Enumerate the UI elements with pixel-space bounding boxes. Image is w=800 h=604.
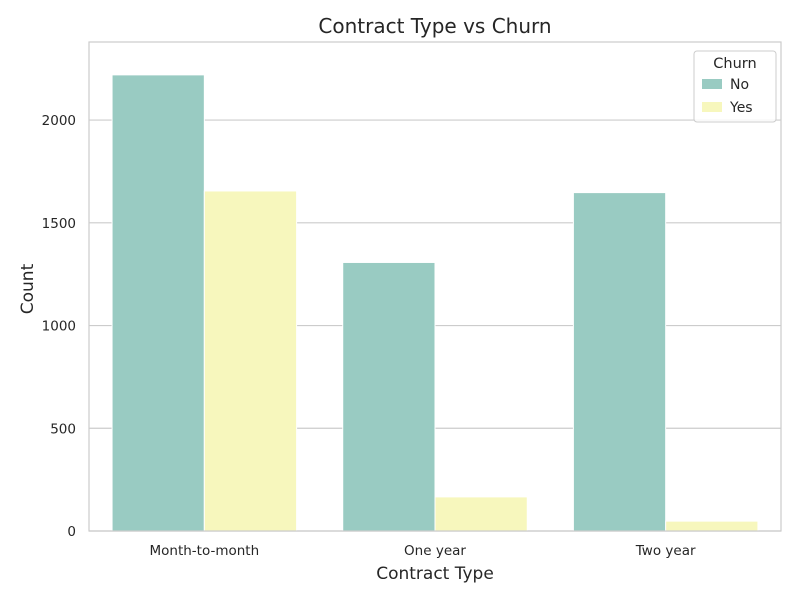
bar-two-year-yes [665,520,759,532]
chart-title: Contract Type vs Churn [318,14,551,38]
legend-swatch-no [702,79,722,89]
legend-label-no: No [730,77,749,93]
x-tick-labels: Month-to-month One year Two year [149,543,695,559]
bar-one-year-yes [434,496,528,532]
x-tick-label-month-to-month: Month-to-month [149,543,259,559]
bar-month-to-month-no [111,74,205,532]
x-axis-label: Contract Type [376,564,494,584]
legend: Churn No Yes [693,50,777,123]
y-tick-label-1000: 1000 [42,319,76,335]
y-tick-labels: 0 500 1000 1500 2000 [42,113,76,540]
legend-title: Churn [713,56,756,72]
legend-swatch-yes [702,102,722,112]
bar-two-year-no [572,192,667,532]
bar-one-year-no [342,261,436,532]
bar-month-to-month-yes [203,190,298,532]
y-tick-label-2000: 2000 [42,113,76,129]
x-tick-label-two-year: Two year [635,543,696,559]
x-tick-label-one-year: One year [404,543,466,559]
y-tick-label-500: 500 [50,421,76,437]
y-axis-label: Count [18,263,38,314]
bars [111,74,759,532]
plot-frame [88,41,782,532]
y-tick-label-0: 0 [67,524,76,540]
y-tick-label-1500: 1500 [42,216,76,232]
legend-label-yes: Yes [729,100,753,116]
